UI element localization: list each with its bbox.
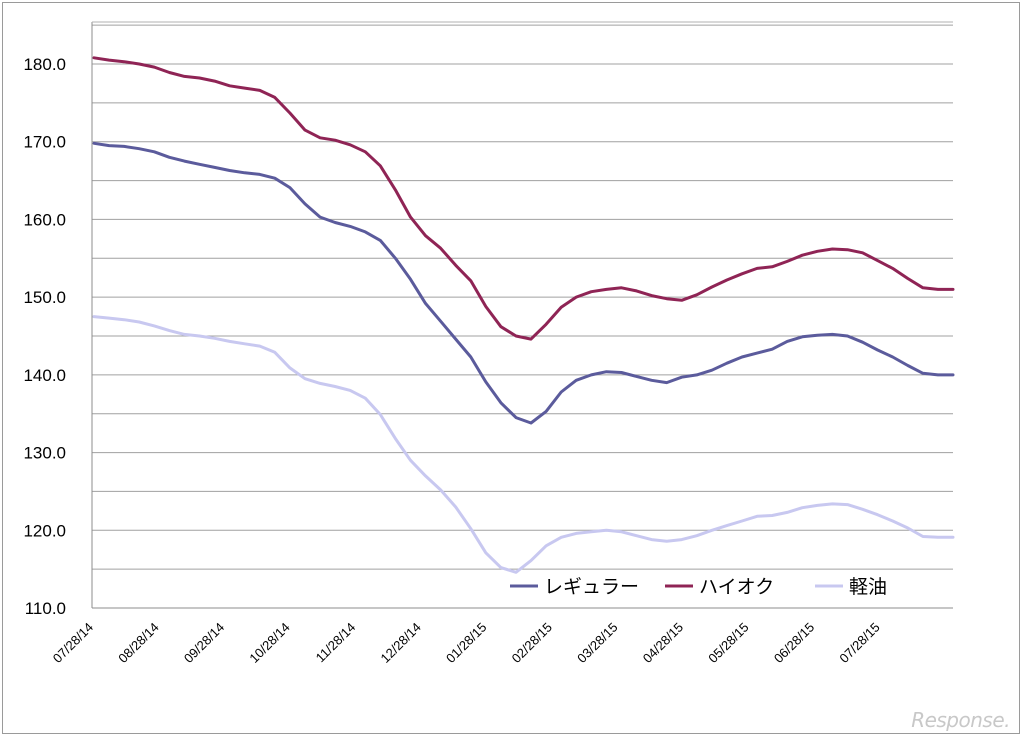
x-tick-label: 05/28/15 bbox=[705, 620, 751, 666]
y-tick-label: 130.0 bbox=[23, 444, 66, 463]
legend-label-2: ハイオク bbox=[699, 576, 774, 598]
y-tick-label: 170.0 bbox=[23, 133, 66, 152]
y-tick-label: 120.0 bbox=[23, 521, 66, 540]
x-tick-label: 11/28/14 bbox=[313, 620, 359, 666]
x-tick-label: 02/28/15 bbox=[509, 620, 555, 666]
x-tick-label: 03/28/15 bbox=[574, 620, 620, 666]
series-line-2 bbox=[92, 56, 955, 341]
y-tick-label: 110.0 bbox=[25, 599, 66, 618]
x-tick-label: 10/28/14 bbox=[246, 620, 292, 666]
x-tick-label: 01/28/15 bbox=[443, 620, 489, 666]
y-tick-labels: 110.0 120.0 130.0 140.0 150.0 160.0 170.0 180.0 bbox=[23, 55, 66, 618]
x-tick-labels: 07/28/14 08/28/14 09/28/14 10/28/14 11/28/14… bbox=[50, 620, 883, 666]
x-tick-label: 06/28/15 bbox=[771, 620, 817, 666]
x-tick-label: 08/28/14 bbox=[115, 620, 161, 666]
series-line-3 bbox=[92, 315, 955, 574]
x-tick-label: 09/28/14 bbox=[181, 620, 227, 666]
legend-label-1: レギュラー bbox=[544, 576, 639, 598]
x-tick-label: 07/28/15 bbox=[836, 620, 882, 666]
series-line-1 bbox=[92, 141, 955, 425]
response-watermark-logo: Response. bbox=[911, 708, 1010, 732]
y-tick-label: 150.0 bbox=[23, 288, 66, 307]
series-lines bbox=[92, 56, 955, 574]
y-tick-label: 180.0 bbox=[23, 55, 66, 74]
y-tick-label: 160.0 bbox=[23, 210, 66, 229]
grid-lines bbox=[92, 24, 953, 570]
legend: レギュラー ハイオク 軽油 bbox=[510, 576, 887, 598]
x-tick-label: 07/28/14 bbox=[50, 620, 96, 666]
y-tick-label: 140.0 bbox=[23, 366, 66, 385]
x-tick-label: 04/28/15 bbox=[640, 620, 686, 666]
x-tick-label: 12/28/14 bbox=[378, 620, 424, 666]
axes bbox=[91, 21, 953, 609]
legend-label-3: 軽油 bbox=[849, 576, 887, 598]
